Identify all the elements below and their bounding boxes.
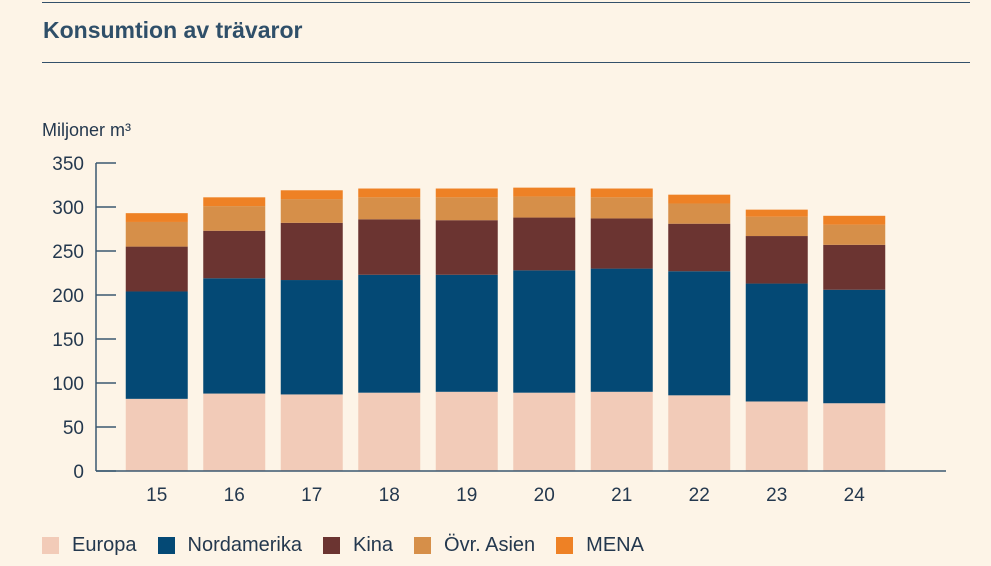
- bar-segment-kina: [358, 219, 421, 275]
- title-rule: [42, 62, 970, 63]
- bar-segment-mena: [203, 197, 266, 207]
- bar-segment-vr-asien: [435, 197, 498, 221]
- y-tick-label: 250: [52, 242, 84, 263]
- bar-segment-europa: [823, 403, 886, 471]
- y-axis-unit-label: Miljoner m³: [42, 120, 132, 140]
- y-tick-label: 50: [63, 418, 84, 439]
- x-tick-label: 18: [379, 485, 400, 506]
- bar-segment-kina: [280, 222, 343, 281]
- legend-item: Övr. Asien: [414, 534, 535, 557]
- bar-segment-mena: [668, 194, 731, 204]
- bar-segment-mena: [823, 215, 886, 225]
- chart-title: Konsumtion av trävaror: [43, 17, 303, 43]
- bar-segment-europa: [203, 393, 266, 471]
- bar-segment-vr-asien: [590, 197, 653, 219]
- legend-swatch: [157, 536, 175, 554]
- bar-segment-kina: [590, 218, 653, 269]
- x-tick-label: 20: [534, 485, 555, 506]
- bar-segment-nordamerika: [745, 283, 808, 402]
- legend-item: Europa: [42, 534, 137, 557]
- bar-segment-nordamerika: [358, 274, 421, 393]
- bar-segment-europa: [590, 391, 653, 471]
- bar-segment-vr-asien: [203, 206, 266, 231]
- x-tick-label: 24: [844, 485, 866, 506]
- y-tick-label: 300: [52, 198, 84, 219]
- bar-segment-kina: [513, 217, 576, 271]
- bar-segment-europa: [513, 392, 576, 471]
- legend-item: MENA: [556, 534, 644, 557]
- bar-segment-europa: [125, 398, 188, 471]
- bar-segment-mena: [745, 209, 808, 217]
- x-tick-label: 17: [301, 485, 322, 506]
- legend-label: MENA: [586, 533, 644, 556]
- bar-segment-nordamerika: [203, 278, 266, 394]
- x-tick-label: 21: [611, 485, 632, 506]
- y-tick-label: 350: [52, 154, 84, 175]
- bar-segment-europa: [668, 395, 731, 471]
- bar-segment-kina: [745, 236, 808, 284]
- bar-segment-mena: [513, 187, 576, 197]
- legend-label: Övr. Asien: [444, 533, 536, 556]
- bar-segment-mena: [590, 188, 653, 198]
- bar-segment-nordamerika: [513, 270, 576, 393]
- legend-item: Nordamerika: [157, 533, 302, 557]
- x-tick-label: 23: [766, 485, 787, 506]
- bar-segment-kina: [203, 230, 266, 279]
- bar-segment-mena: [280, 190, 343, 200]
- legend-item: Kina: [322, 533, 394, 557]
- bar-segment-nordamerika: [435, 274, 498, 392]
- legend-swatch: [322, 536, 340, 554]
- bar-segment-vr-asien: [125, 221, 188, 247]
- bar-segment-mena: [358, 188, 421, 198]
- top-rule: [42, 2, 970, 3]
- legend-label: Nordamerika: [187, 533, 302, 556]
- bar-segment-nordamerika: [668, 271, 731, 396]
- bar-segment-vr-asien: [358, 197, 421, 220]
- bar-segment-mena: [435, 188, 498, 198]
- bar-segment-nordamerika: [823, 289, 886, 404]
- bar-segment-nordamerika: [280, 280, 343, 395]
- x-tick-label: 16: [224, 485, 245, 506]
- y-tick-label: 100: [52, 374, 84, 395]
- bar-segment-vr-asien: [513, 196, 576, 218]
- y-tick-label: 200: [52, 286, 84, 307]
- bar-segment-vr-asien: [745, 216, 808, 237]
- bar-segment-kina: [435, 220, 498, 275]
- legend-swatch: [414, 536, 432, 554]
- x-tick-label: 19: [456, 485, 477, 506]
- x-tick-label: 22: [689, 485, 710, 506]
- bar-segment-vr-asien: [823, 224, 886, 245]
- legend-swatch: [556, 536, 574, 554]
- y-tick-label: 150: [52, 330, 84, 351]
- legend-swatch: [42, 536, 59, 554]
- legend-label: Kina: [352, 533, 394, 556]
- legend-label: Europa: [72, 533, 137, 556]
- x-tick-label: 15: [146, 485, 167, 506]
- bar-segment-europa: [435, 391, 498, 471]
- bar-segment-kina: [125, 246, 188, 292]
- bar-segment-mena: [125, 213, 188, 222]
- bar-segment-kina: [823, 244, 886, 290]
- bar-segment-nordamerika: [590, 268, 653, 392]
- bar-segment-vr-asien: [668, 203, 731, 224]
- y-tick-label: 0: [73, 462, 84, 483]
- bar-segment-europa: [280, 394, 343, 471]
- chart-legend: Europa Nordamerika Kina Övr. Asien MENA: [42, 532, 665, 558]
- bar-segment-europa: [745, 401, 808, 471]
- bar-segment-vr-asien: [280, 199, 343, 223]
- bar-segment-europa: [358, 392, 421, 471]
- bar-segment-nordamerika: [125, 291, 188, 399]
- bar-segment-kina: [668, 223, 731, 272]
